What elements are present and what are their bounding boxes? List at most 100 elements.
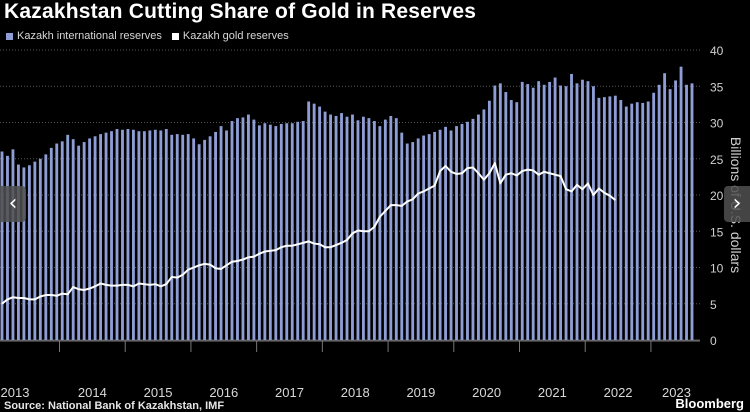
bar (477, 114, 480, 341)
bar (668, 89, 672, 341)
bar (444, 126, 447, 340)
bar (460, 123, 464, 340)
bar (132, 129, 135, 340)
legend-swatch (6, 32, 13, 40)
bar (438, 129, 442, 340)
bar (559, 85, 562, 341)
bar (663, 73, 667, 340)
bar (471, 118, 475, 340)
legend-item-international-reserves: Kazakh international reserves (6, 30, 162, 42)
bar (537, 81, 541, 341)
bar (203, 139, 207, 340)
bar (509, 100, 513, 341)
source-note: Source: National Bank of Kazakhstan, IMF (4, 400, 225, 412)
bar (367, 118, 371, 341)
bar (526, 84, 530, 340)
bar (652, 92, 656, 341)
bar (279, 123, 283, 340)
bar (340, 113, 343, 340)
bar (290, 123, 294, 340)
bar (225, 130, 228, 340)
bar (263, 123, 267, 340)
bar (389, 115, 393, 340)
bar (99, 134, 102, 340)
bar (55, 143, 59, 340)
bar (44, 154, 48, 340)
legend-label: Kazakh gold reserves (182, 30, 289, 42)
legend-label: Kazakh international reserves (17, 30, 162, 42)
y-tick-label: 5 (710, 298, 717, 312)
bar (411, 142, 415, 340)
bar (498, 83, 502, 340)
bar (247, 114, 250, 341)
bar (624, 106, 628, 340)
bar (230, 121, 234, 340)
bar (641, 102, 645, 340)
bar-series (0, 66, 694, 341)
bar (27, 165, 31, 340)
chevron-left-icon[interactable]: ‹ (0, 186, 26, 222)
bar (82, 142, 86, 340)
bar (619, 100, 623, 341)
y-tick-label: 40 (710, 44, 724, 58)
bar (427, 134, 431, 340)
bar (372, 121, 376, 340)
bar (307, 101, 311, 340)
bar (33, 161, 37, 340)
bar (214, 131, 217, 340)
bar (564, 86, 568, 340)
bar (219, 126, 223, 340)
bar (581, 79, 584, 340)
legend: Kazakh international reserves Kazakh gol… (6, 30, 299, 42)
x-tick-label: 2018 (341, 385, 370, 400)
x-tick-label: 2016 (209, 385, 238, 400)
bar (690, 83, 694, 340)
bar (142, 131, 146, 340)
bar (285, 123, 289, 340)
bar (378, 126, 382, 340)
bar (394, 118, 398, 341)
bar (548, 81, 552, 341)
bar (334, 115, 338, 340)
chevron-right-icon[interactable]: › (724, 186, 750, 222)
bar (362, 116, 365, 340)
bar (274, 126, 278, 340)
brand-logo: Bloomberg (675, 396, 744, 411)
bar (186, 134, 190, 340)
y-tick-label: 0 (710, 334, 717, 348)
bar (542, 84, 546, 340)
bar (553, 77, 557, 341)
bar (148, 130, 152, 340)
bar (613, 95, 617, 340)
bar (345, 116, 349, 340)
bar (312, 103, 316, 341)
bar (323, 111, 327, 340)
bar (126, 129, 130, 340)
bar (241, 117, 245, 340)
bar (153, 129, 157, 340)
bar (208, 136, 212, 340)
y-tick-label: 25 (710, 153, 724, 167)
bar (597, 97, 601, 340)
y-tick-label: 35 (710, 80, 724, 94)
bar (93, 136, 97, 340)
bar (77, 145, 81, 340)
x-tick-label: 2013 (1, 385, 30, 400)
bar (329, 114, 332, 341)
bar (110, 131, 113, 340)
bar (630, 103, 634, 341)
bar (159, 130, 163, 340)
bar (22, 167, 26, 340)
line-series (1, 162, 616, 305)
bar (482, 109, 486, 340)
bar (60, 141, 64, 340)
y-tick-label: 20 (710, 189, 724, 203)
x-tick-label: 2014 (78, 385, 107, 400)
x-axis: 2013 2014 2015 2016 2017 2018 2019 2020 2021 2022… (0, 340, 700, 400)
bar (181, 134, 185, 340)
x-tick-label: 2019 (406, 385, 435, 400)
bar (674, 80, 677, 340)
bar (318, 106, 322, 340)
bar (170, 134, 174, 340)
bar (0, 151, 4, 340)
